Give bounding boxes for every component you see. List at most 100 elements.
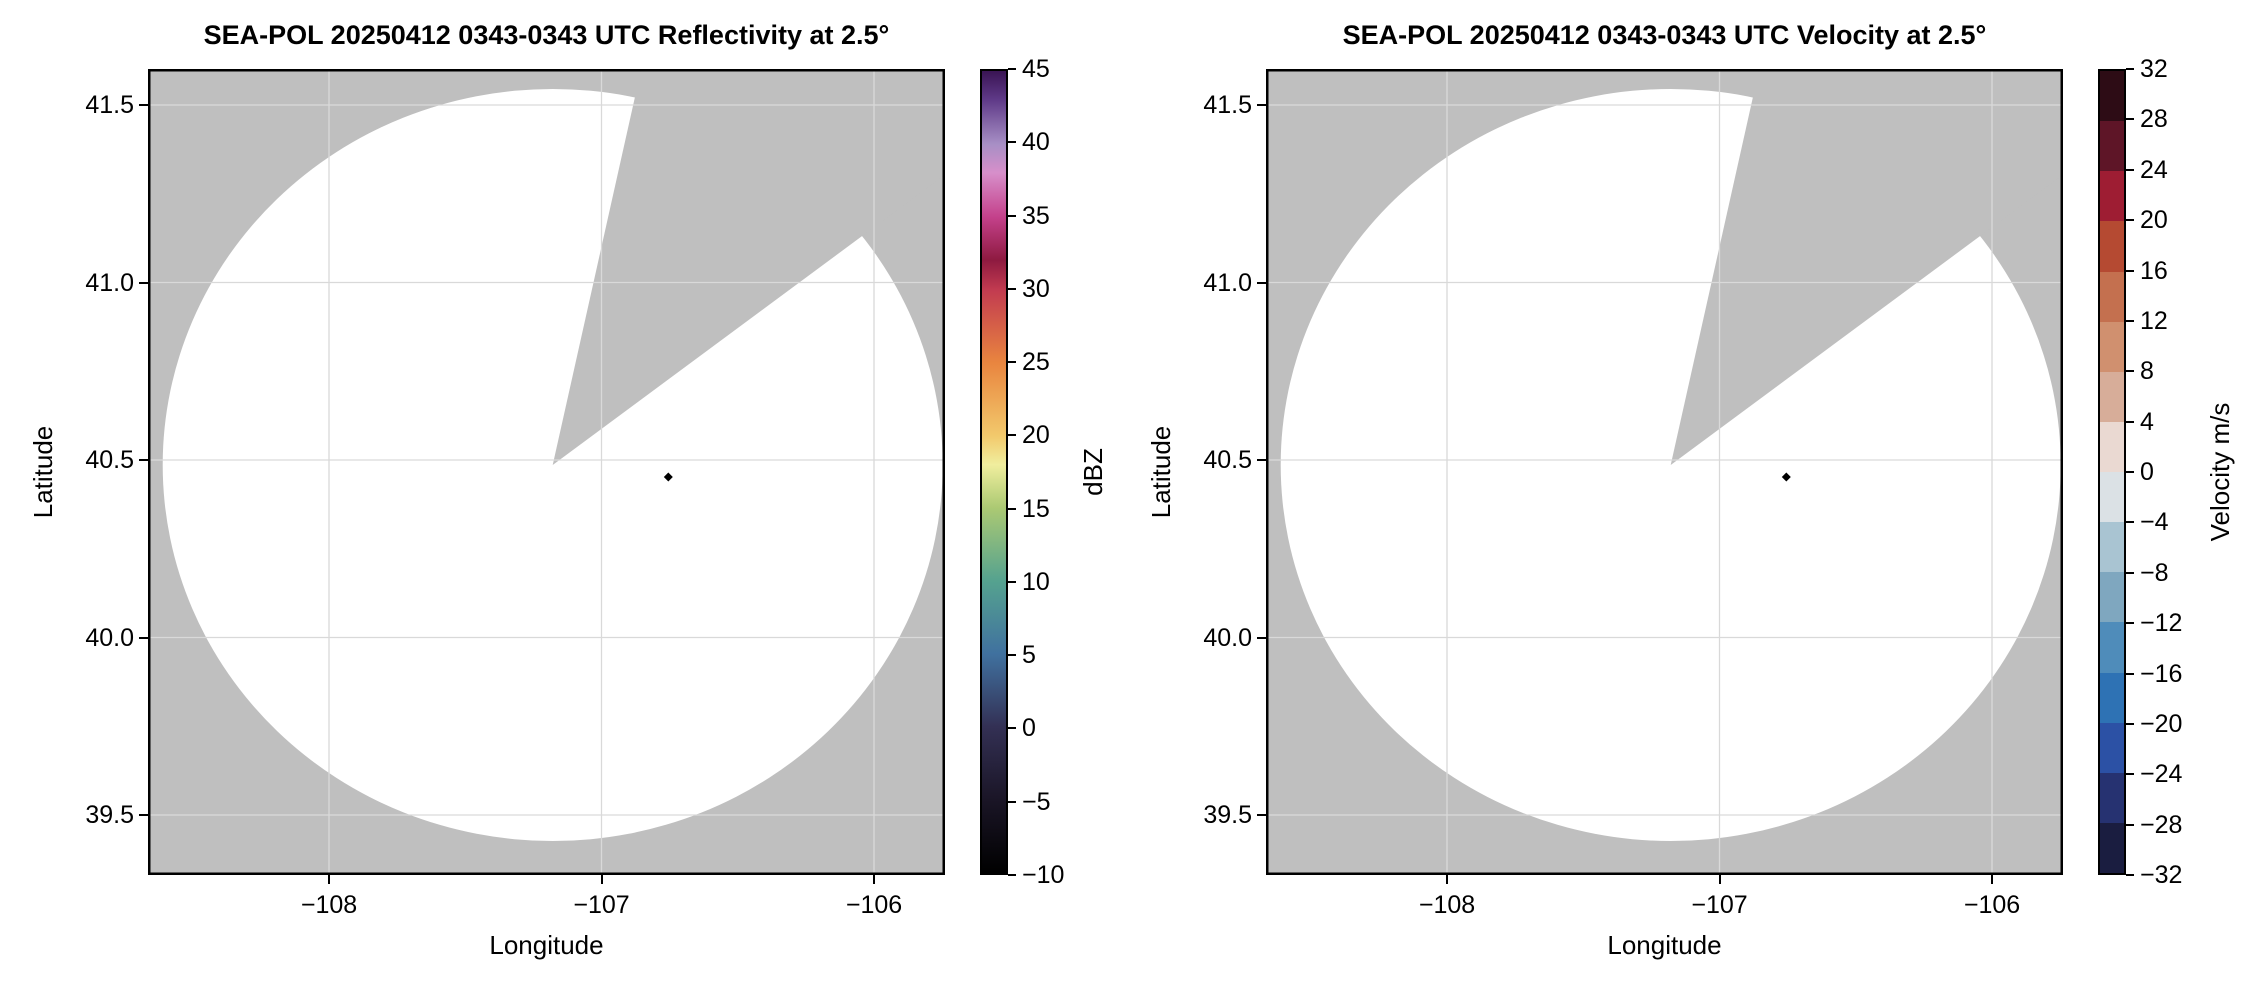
reflectivity-colorbar-tick-mark [1008,874,1016,876]
reflectivity-colorbar-tick-mark [1008,727,1016,730]
reflectivity-colorbar-tick-mark [1008,580,1016,583]
reflectivity-colorbar-tick-label: 35 [1022,201,1050,230]
velocity-colorbar-segment [2100,121,2124,172]
reflectivity-colorbar-tick-label: 30 [1022,274,1050,303]
velocity-y-tick-label: 41.5 [1203,91,1252,119]
velocity-colorbar-tick-mark [2126,874,2134,876]
axes-border [1266,69,2063,875]
velocity-y-tick-label: 40.5 [1203,446,1252,474]
velocity-colorbar-tick-label: −32 [2140,861,2183,889]
reflectivity-y-tick-mark [139,814,148,816]
reflectivity-colorbar [980,69,1008,875]
axes-border [148,69,945,875]
reflectivity-x-tick-label: −107 [573,891,630,919]
velocity-colorbar-tick-mark [2126,370,2134,373]
velocity-colorbar-tick-label: −28 [2140,810,2183,839]
reflectivity-y-tick-mark [139,281,148,284]
reflectivity-colorbar-tick-label: 0 [1022,714,1036,743]
reflectivity-colorbar-tick-label: 25 [1022,348,1050,377]
velocity-colorbar-tick-label: 28 [2140,105,2168,134]
reflectivity-y-tick-label: 40.0 [85,623,134,652]
velocity-colorbar-tick-mark [2126,722,2134,725]
velocity-colorbar-segment [2100,371,2124,422]
reflectivity-title: SEA-POL 20250412 0343-0343 UTC Reflectiv… [203,20,890,50]
velocity-colorbar-segment [2100,171,2124,222]
velocity-title: SEA-POL 20250412 0343-0343 UTC Velocity … [1342,20,1987,50]
velocity-x-tick-label: −108 [1418,891,1476,919]
reflectivity-colorbar-tick-mark [1008,800,1016,803]
reflectivity-y-tick-label: 41.0 [85,268,134,297]
velocity-y-tick-mark [1257,281,1266,284]
velocity-colorbar-tick-label: 0 [2140,458,2154,486]
velocity-colorbar-tick-label: −16 [2140,659,2183,688]
reflectivity-colorbar-tick-mark [1008,287,1016,290]
reflectivity-colorbar-tick-label: 45 [1022,55,1050,83]
reflectivity-colorbar-tick-mark [1008,361,1016,364]
velocity-colorbar-tick-mark [2126,319,2134,322]
velocity-colorbar-tick-mark [2126,672,2134,675]
velocity-colorbar-segment [2100,321,2124,372]
velocity-colorbar-segment [2100,822,2124,873]
velocity-colorbar-segment [2100,772,2124,823]
velocity-colorbar-tick-label: 32 [2140,55,2168,83]
site-marker-diamond [1781,472,1791,482]
reflectivity-colorbar-tick-label: 20 [1022,421,1050,450]
velocity-x-axis-label: Longitude [1607,930,1722,960]
velocity-x-tick-mark [1446,875,1448,884]
velocity-colorbar-tick-mark [2126,168,2134,171]
velocity-colorbar-tick-mark [2126,68,2134,70]
velocity-y-tick-mark [1257,459,1266,461]
velocity-colorbar-segment [2100,672,2124,723]
velocity-colorbar-tick-label: 12 [2140,306,2168,335]
velocity-colorbar-tick-mark [2126,219,2134,222]
velocity-colorbar-segment [2100,622,2124,673]
reflectivity-x-tick-label: −108 [300,891,358,919]
reflectivity-colorbar-tick-label: 40 [1022,128,1050,157]
velocity-colorbar-segment [2100,572,2124,623]
velocity-plot-canvas [1266,0,2234,875]
velocity-colorbar-tick-label: 8 [2140,357,2154,386]
velocity-colorbar-tick-label: −12 [2140,609,2183,638]
reflectivity-colorbar-tick-label: −10 [1022,861,1065,889]
velocity-x-tick-mark [1991,875,1993,884]
reflectivity-x-tick-mark [873,875,875,884]
velocity-colorbar-tick-mark [2126,269,2134,272]
reflectivity-x-tick-label: −106 [845,891,903,919]
velocity-colorbar-segment [2100,522,2124,573]
velocity-x-tick-mark [1718,875,1721,884]
reflectivity-colorbar-tick-mark [1008,214,1016,217]
velocity-colorbar-segment [2100,71,2124,122]
reflectivity-y-tick-mark [139,104,148,106]
velocity-colorbar-tick-mark [2126,622,2134,625]
reflectivity-y-tick-label: 40.5 [85,446,134,474]
velocity-y-tick-mark [1257,814,1266,816]
velocity-colorbar-tick-mark [2126,521,2134,524]
reflectivity-x-tick-mark [600,875,603,884]
reflectivity-y-tick-label: 39.5 [85,801,134,829]
velocity-y-tick-mark [1257,104,1266,106]
reflectivity-y-tick-mark [139,459,148,461]
velocity-colorbar-tick-mark [2126,420,2134,423]
reflectivity-colorbar-tick-mark [1008,141,1016,144]
reflectivity-x-tick-mark [328,875,330,884]
reflectivity-colorbar-tick-mark [1008,434,1016,437]
velocity-colorbar-tick-mark [2126,823,2134,826]
velocity-colorbar-tick-label: −8 [2140,558,2169,587]
velocity-colorbar-tick-mark [2126,471,2134,473]
velocity-colorbar-segment [2100,722,2124,773]
reflectivity-colorbar-tick-mark [1008,68,1016,70]
velocity-colorbar-tick-label: −24 [2140,760,2183,789]
reflectivity-colorbar-tick-label: −5 [1022,787,1051,816]
velocity-colorbar-tick-mark [2126,118,2134,121]
velocity-plot [1266,0,2234,875]
reflectivity-plot [148,0,1116,875]
velocity-x-tick-label: −106 [1963,891,2021,919]
velocity-colorbar-tick-label: 24 [2140,155,2168,184]
reflectivity-colorbar-tick-label: 5 [1022,641,1036,670]
velocity-colorbar [2098,69,2126,875]
reflectivity-x-axis-label: Longitude [489,930,604,960]
velocity-y-tick-label: 41.0 [1203,268,1252,297]
reflectivity-colorbar-tick-mark [1008,507,1016,510]
velocity-colorbar-tick-mark [2126,773,2134,776]
